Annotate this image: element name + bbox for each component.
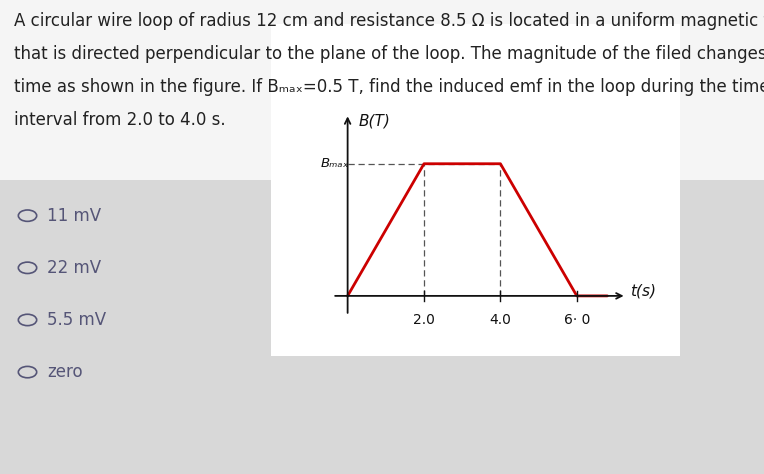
Text: 22 mV: 22 mV [47, 259, 102, 277]
Text: B(T): B(T) [359, 114, 391, 128]
Text: 5.5 mV: 5.5 mV [47, 311, 106, 329]
Text: time as shown in the figure. If Bₘₐₓ=0.5 T, find the induced emf in the loop dur: time as shown in the figure. If Bₘₐₓ=0.5… [14, 78, 764, 96]
Text: Bₘₐₓ: Bₘₐₓ [321, 157, 349, 170]
Text: t(s): t(s) [630, 283, 656, 298]
Text: interval from 2.0 to 4.0 s.: interval from 2.0 to 4.0 s. [14, 111, 225, 129]
Text: 11 mV: 11 mV [47, 207, 102, 225]
Text: 2.0: 2.0 [413, 313, 435, 327]
Text: 4.0: 4.0 [490, 313, 511, 327]
Text: zero: zero [47, 363, 83, 381]
Text: A circular wire loop of radius 12 cm and resistance 8.5 Ω is located in a unifor: A circular wire loop of radius 12 cm and… [14, 12, 764, 30]
Text: that is directed perpendicular to the plane of the loop. The magnitude of the fi: that is directed perpendicular to the pl… [14, 45, 764, 63]
Text: 6· 0: 6· 0 [564, 313, 590, 327]
